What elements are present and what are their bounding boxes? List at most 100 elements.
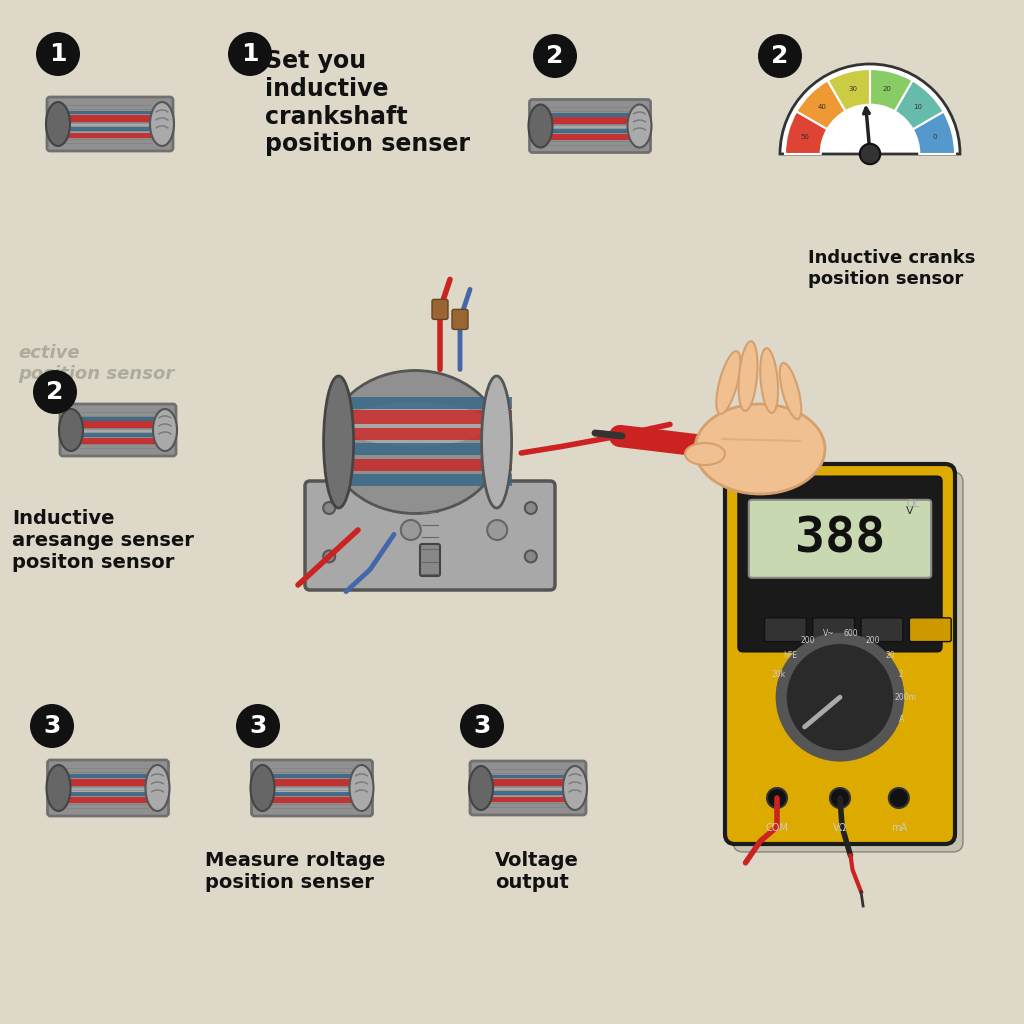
FancyBboxPatch shape <box>537 126 643 131</box>
FancyBboxPatch shape <box>76 433 160 437</box>
FancyBboxPatch shape <box>47 760 169 816</box>
Ellipse shape <box>544 123 648 141</box>
FancyBboxPatch shape <box>861 617 903 642</box>
Ellipse shape <box>251 765 274 811</box>
Circle shape <box>228 32 272 76</box>
FancyBboxPatch shape <box>470 761 586 815</box>
FancyBboxPatch shape <box>765 617 806 642</box>
Circle shape <box>524 551 537 562</box>
Ellipse shape <box>563 766 587 810</box>
FancyBboxPatch shape <box>432 299 449 319</box>
Circle shape <box>33 370 77 414</box>
Ellipse shape <box>717 351 740 414</box>
FancyBboxPatch shape <box>65 133 156 138</box>
Circle shape <box>324 551 335 562</box>
Wedge shape <box>870 69 912 112</box>
Ellipse shape <box>349 765 374 811</box>
FancyBboxPatch shape <box>486 792 569 796</box>
FancyBboxPatch shape <box>258 788 366 793</box>
Circle shape <box>487 520 507 540</box>
Text: Voltage
output: Voltage output <box>495 851 579 892</box>
FancyBboxPatch shape <box>477 781 579 785</box>
FancyBboxPatch shape <box>47 97 173 151</box>
FancyBboxPatch shape <box>65 774 152 778</box>
Text: 3: 3 <box>43 714 60 738</box>
FancyBboxPatch shape <box>749 500 931 578</box>
FancyBboxPatch shape <box>67 438 169 441</box>
Text: 1: 1 <box>242 42 259 66</box>
Ellipse shape <box>760 348 778 413</box>
Circle shape <box>860 143 881 164</box>
FancyBboxPatch shape <box>76 438 160 443</box>
Ellipse shape <box>528 104 553 147</box>
FancyBboxPatch shape <box>348 443 512 456</box>
Wedge shape <box>912 112 955 154</box>
Ellipse shape <box>695 404 825 494</box>
Text: COM: COM <box>766 823 788 834</box>
FancyBboxPatch shape <box>909 617 951 642</box>
FancyBboxPatch shape <box>54 781 162 785</box>
FancyBboxPatch shape <box>348 459 512 471</box>
Ellipse shape <box>628 104 651 147</box>
Wedge shape <box>895 81 943 129</box>
Ellipse shape <box>324 376 353 508</box>
FancyBboxPatch shape <box>65 778 152 785</box>
Text: 388: 388 <box>795 515 885 563</box>
FancyBboxPatch shape <box>348 410 512 424</box>
Text: 200: 200 <box>800 636 815 645</box>
FancyBboxPatch shape <box>348 474 512 486</box>
Ellipse shape <box>329 371 502 513</box>
FancyBboxPatch shape <box>65 111 156 115</box>
Text: 2: 2 <box>547 44 563 68</box>
Text: 30: 30 <box>848 86 857 92</box>
FancyBboxPatch shape <box>268 774 355 778</box>
Text: Inductive cranks
position sensor: Inductive cranks position sensor <box>808 249 976 288</box>
Text: mA: mA <box>891 823 907 834</box>
FancyBboxPatch shape <box>452 309 468 330</box>
Text: hFE: hFE <box>783 651 797 659</box>
Circle shape <box>236 705 280 748</box>
Text: 50: 50 <box>801 133 810 139</box>
Text: A: A <box>898 715 904 724</box>
FancyBboxPatch shape <box>67 430 169 434</box>
Ellipse shape <box>481 376 512 508</box>
FancyBboxPatch shape <box>348 397 512 409</box>
FancyBboxPatch shape <box>268 778 355 785</box>
Text: OL: OL <box>906 500 920 509</box>
FancyBboxPatch shape <box>529 99 650 153</box>
FancyBboxPatch shape <box>67 424 169 428</box>
FancyBboxPatch shape <box>65 127 156 131</box>
Text: 40: 40 <box>818 103 827 110</box>
Circle shape <box>324 502 335 514</box>
FancyBboxPatch shape <box>54 797 162 801</box>
FancyBboxPatch shape <box>546 129 634 133</box>
Text: 20k: 20k <box>772 671 785 680</box>
Text: 200: 200 <box>865 636 880 645</box>
Text: ective
position sensor: ective position sensor <box>18 344 174 383</box>
FancyBboxPatch shape <box>65 115 156 122</box>
Wedge shape <box>780 63 961 154</box>
FancyBboxPatch shape <box>546 117 634 124</box>
Text: Set you
inductive
crankshaft
position senser: Set you inductive crankshaft position se… <box>265 49 470 157</box>
Text: Inductive
aresange senser
positon sensor: Inductive aresange senser positon sensor <box>12 509 194 572</box>
Ellipse shape <box>150 102 174 146</box>
Wedge shape <box>827 69 870 112</box>
FancyBboxPatch shape <box>477 797 579 800</box>
Ellipse shape <box>46 765 71 811</box>
Ellipse shape <box>266 784 370 804</box>
Ellipse shape <box>153 409 177 451</box>
Ellipse shape <box>59 409 83 451</box>
Text: 200m: 200m <box>894 692 916 701</box>
Wedge shape <box>785 112 827 154</box>
Ellipse shape <box>145 765 170 811</box>
FancyBboxPatch shape <box>486 797 569 803</box>
Text: V~: V~ <box>823 629 835 638</box>
FancyBboxPatch shape <box>258 781 366 785</box>
FancyBboxPatch shape <box>725 464 955 844</box>
Ellipse shape <box>738 341 758 411</box>
FancyBboxPatch shape <box>537 120 643 124</box>
Circle shape <box>758 34 802 78</box>
FancyBboxPatch shape <box>65 797 152 803</box>
Ellipse shape <box>75 427 173 445</box>
Ellipse shape <box>343 402 487 446</box>
